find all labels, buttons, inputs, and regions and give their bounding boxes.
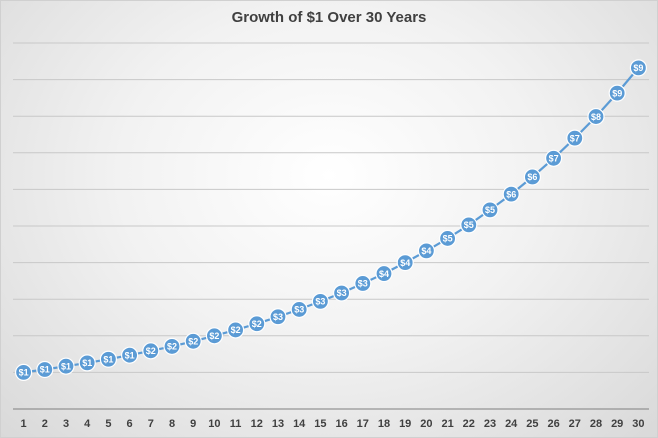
chart-title: Growth of $1 Over 30 Years [231, 9, 427, 26]
data-label: $1 [82, 358, 92, 368]
data-label: $3 [358, 279, 368, 289]
data-label: $7 [549, 153, 559, 163]
x-tick-label: 26 [547, 418, 559, 430]
data-label: $4 [379, 269, 389, 279]
x-tick-label: 11 [230, 418, 242, 430]
data-point [290, 300, 308, 319]
data-point [439, 229, 457, 248]
data-label: $3 [337, 288, 347, 298]
data-point [566, 129, 584, 147]
data-label: $6 [506, 189, 516, 199]
data-point [36, 360, 54, 379]
data-label: $8 [591, 112, 601, 122]
x-tick-label: 17 [357, 418, 369, 430]
data-point [375, 264, 393, 283]
data-point [608, 84, 626, 102]
data-point [121, 346, 139, 364]
x-tick-label: 2 [42, 418, 48, 430]
data-point [57, 357, 75, 375]
data-label: $5 [464, 220, 474, 230]
x-tick-label: 6 [127, 418, 133, 430]
data-label: $4 [421, 246, 431, 256]
data-label: $1 [19, 368, 29, 378]
data-label: $2 [252, 319, 262, 329]
data-label: $3 [294, 305, 304, 315]
data-point [163, 337, 181, 356]
data-label: $7 [570, 133, 580, 143]
x-tick-label: 1 [21, 418, 27, 430]
data-label: $6 [527, 172, 537, 182]
data-label: $4 [400, 258, 410, 268]
data-label: $5 [443, 234, 453, 244]
data-point [417, 242, 435, 260]
data-label: $1 [40, 365, 50, 375]
data-point [502, 185, 520, 203]
data-point [248, 315, 266, 333]
x-tick-label: 10 [208, 418, 220, 430]
x-tick-label: 18 [378, 418, 390, 430]
x-tick-label: 9 [190, 418, 196, 430]
data-label: $3 [315, 297, 325, 307]
x-tick-label: 23 [484, 418, 496, 430]
x-tick-label: 13 [272, 418, 284, 430]
x-tick-label: 7 [148, 418, 154, 430]
data-point [354, 274, 372, 293]
x-tick-label: 8 [169, 418, 175, 430]
data-point [78, 354, 96, 372]
data-label: $2 [146, 346, 156, 356]
data-point [333, 284, 351, 302]
data-label: $3 [273, 312, 283, 322]
x-tick-label: 14 [293, 418, 306, 430]
data-point [227, 321, 245, 339]
data-point [460, 216, 478, 234]
x-tick-label: 27 [569, 418, 581, 430]
data-label: $2 [167, 342, 177, 352]
data-label: $1 [103, 354, 113, 364]
data-point [184, 332, 202, 350]
data-point [311, 292, 329, 310]
data-point [396, 254, 414, 272]
x-tick-label: 15 [314, 418, 326, 430]
data-label: $9 [612, 88, 622, 98]
data-label: $1 [61, 361, 71, 371]
x-tick-label: 20 [420, 418, 432, 430]
x-tick-label: 4 [84, 418, 91, 430]
x-tick-label: 3 [63, 418, 69, 430]
data-point [205, 327, 223, 345]
data-label: $2 [231, 325, 241, 335]
data-point [523, 168, 542, 186]
x-tick-label: 21 [441, 418, 453, 430]
x-tick-label: 30 [632, 418, 644, 430]
x-tick-label: 25 [526, 418, 538, 430]
data-point [587, 107, 605, 126]
x-tick-label: 28 [590, 418, 602, 430]
data-point [15, 363, 33, 381]
data-label: $9 [633, 63, 643, 73]
x-tick-label: 29 [611, 418, 623, 430]
data-label: $2 [209, 331, 219, 341]
x-tick-label: 22 [463, 418, 475, 430]
data-label: $1 [125, 350, 135, 360]
x-tick-label: 24 [505, 418, 518, 430]
x-tick-label: 5 [105, 418, 111, 430]
x-tick-label: 16 [335, 418, 347, 430]
data-point [99, 350, 118, 368]
data-label: $2 [188, 336, 198, 346]
series-line [23, 67, 640, 374]
data-point [481, 201, 499, 219]
data-label: $5 [485, 205, 495, 215]
data-point [142, 342, 160, 360]
data-point [269, 308, 287, 326]
data-point [544, 149, 563, 167]
data-point [629, 59, 648, 77]
x-tick-label: 19 [399, 418, 411, 430]
x-tick-label: 12 [251, 418, 263, 430]
